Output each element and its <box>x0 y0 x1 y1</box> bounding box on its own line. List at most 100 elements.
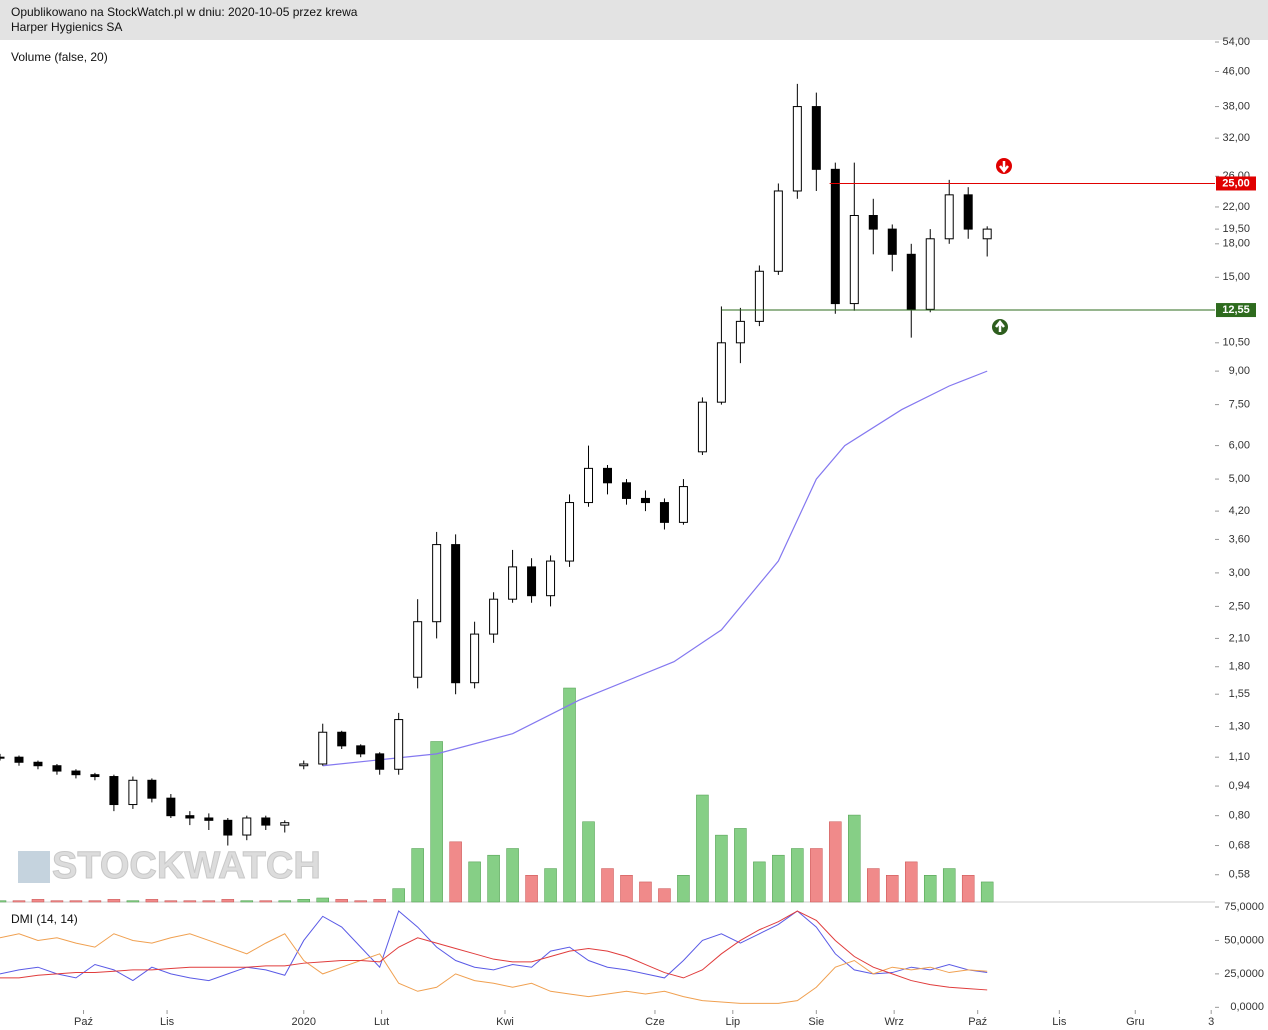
candle-body <box>147 779 157 799</box>
volume-bar <box>620 875 633 903</box>
x-tick-label: Lip <box>725 1016 740 1028</box>
volume-bar <box>126 900 140 903</box>
volume-bar <box>942 868 956 903</box>
candle-body <box>223 819 233 836</box>
y-tick-label: 19,50 <box>1222 223 1250 235</box>
volume-bar <box>487 854 500 903</box>
x-tick-label: Wrz <box>884 1016 903 1028</box>
volume-bar <box>734 828 747 903</box>
volume-bar <box>677 875 690 903</box>
volume-bar <box>772 854 785 903</box>
candle-body <box>603 467 612 484</box>
y-tick-label: 22,00 <box>1222 201 1250 213</box>
volume-bar <box>107 899 121 903</box>
y-tick-label: 0,94 <box>1229 780 1250 792</box>
candle-body <box>754 270 764 322</box>
candle-body <box>508 566 518 600</box>
volume-bar <box>791 848 804 903</box>
volume-bar <box>297 899 310 903</box>
candle-body <box>659 502 669 523</box>
volume-bar <box>12 900 26 903</box>
candle-body <box>944 194 954 240</box>
header-band <box>0 0 1268 40</box>
x-tick-label: Paź <box>74 1016 93 1028</box>
volume-bar <box>373 899 386 903</box>
y-tick-label: 10,50 <box>1222 337 1250 349</box>
volume-bar <box>829 821 842 903</box>
level-label: 12,55 <box>1222 304 1250 316</box>
volume-bar <box>88 900 102 903</box>
candle-body <box>640 497 650 504</box>
candle-body <box>413 621 423 678</box>
candle-body <box>432 544 442 623</box>
volume-bar <box>392 888 405 903</box>
volume-bar <box>164 900 178 903</box>
candle-body <box>849 214 859 305</box>
candle-body <box>584 467 594 504</box>
candle-body <box>71 770 81 776</box>
y-tick-label: 0,0000 <box>1230 1001 1264 1013</box>
candle-body <box>735 320 745 344</box>
volume-bar <box>753 861 766 903</box>
candle-body <box>621 482 631 499</box>
volume-bar <box>886 875 899 903</box>
volume-title: Volume (false, 20) <box>11 50 108 64</box>
volume-bar <box>354 900 367 903</box>
y-tick-label: 2,10 <box>1229 632 1250 644</box>
candle-body <box>678 486 688 523</box>
volume-bar <box>905 861 918 903</box>
y-tick-label: 7,50 <box>1229 399 1250 411</box>
x-tick-label: Lis <box>1052 1016 1067 1028</box>
volume-bar <box>145 899 159 903</box>
candle-body <box>868 214 878 230</box>
publish-note: Opublikowano na StockWatch.pl w dniu: 20… <box>11 5 358 19</box>
candle-body <box>773 190 783 272</box>
x-tick-label: Gru <box>1126 1016 1144 1028</box>
candle-body <box>166 797 176 817</box>
candle-body <box>52 765 62 772</box>
volume-bar <box>715 834 728 903</box>
dmi-title: DMI (14, 14) <box>11 912 78 926</box>
y-tick-label: 1,10 <box>1229 751 1250 763</box>
candle-body <box>489 598 499 635</box>
level-label: 25,00 <box>1222 177 1250 189</box>
candle-body <box>356 745 366 755</box>
volume-bar <box>69 900 83 903</box>
volume-bar <box>563 687 576 903</box>
watermark: STOCKWATCH <box>52 845 321 887</box>
volume-bar <box>961 875 975 903</box>
buy-arrow <box>992 319 1008 335</box>
volume-bar <box>430 741 443 903</box>
y-tick-label: 5,00 <box>1229 473 1250 485</box>
volume-bar <box>449 841 462 903</box>
volume-bar <box>31 899 45 903</box>
x-tick-label: Sie <box>808 1016 824 1028</box>
x-tick-label: Cze <box>645 1016 665 1028</box>
candle-body <box>261 817 271 826</box>
level-box <box>1216 176 1256 191</box>
candle-body <box>527 566 537 597</box>
y-tick-label: 50,0000 <box>1224 934 1264 946</box>
volume-bar <box>316 897 329 903</box>
candle-body <box>0 756 5 759</box>
volume-bar <box>278 900 292 903</box>
moving-average <box>322 370 988 767</box>
volume-bar <box>601 868 614 903</box>
volume-bar <box>923 875 937 903</box>
y-tick-label: 54,00 <box>1222 36 1250 48</box>
candle-body <box>185 815 195 819</box>
dmi-line <box>0 933 988 1004</box>
y-tick-label: 0,68 <box>1229 839 1250 851</box>
candle-body <box>697 401 707 453</box>
candle-body <box>204 817 214 821</box>
y-tick-label: 9,00 <box>1229 365 1250 377</box>
level-box <box>1216 303 1256 318</box>
candle-body <box>925 238 935 310</box>
candle-body <box>280 822 290 826</box>
y-tick-label: 1,80 <box>1229 661 1250 673</box>
candle-body <box>716 342 726 403</box>
volume-bar <box>0 900 7 903</box>
volume-bar <box>639 881 652 903</box>
candle-body <box>830 168 840 305</box>
